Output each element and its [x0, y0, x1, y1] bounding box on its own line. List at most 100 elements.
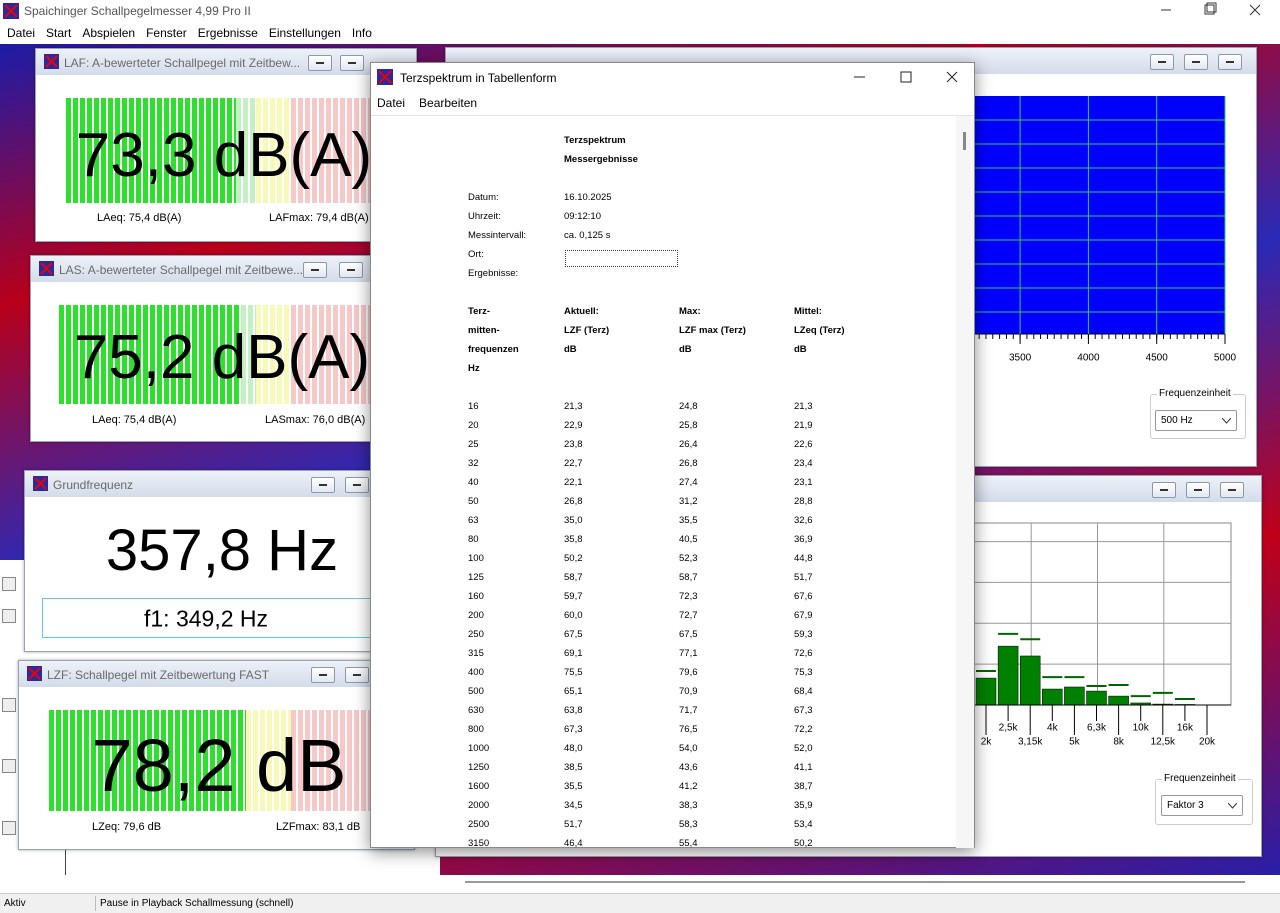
scroll-thumb[interactable] — [963, 132, 966, 150]
table-cell: 70,9 — [679, 686, 698, 697]
decoration — [900, 71, 912, 83]
x-tick-label: 6,3k — [1087, 723, 1107, 734]
table-cell: 23,1 — [794, 477, 813, 488]
table-cell: 71,7 — [679, 705, 698, 716]
scrollbar — [465, 881, 1245, 883]
table-cell: 72,7 — [679, 610, 698, 621]
minimize-button[interactable] — [1152, 482, 1176, 498]
column-header: LZF max (Terz) — [679, 325, 746, 336]
unit-value: Faktor 3 — [1167, 800, 1204, 811]
window-controls[interactable] — [1150, 0, 1280, 22]
x-tick-label: 4500 — [1146, 353, 1169, 364]
minimize-button[interactable] — [311, 477, 335, 493]
minimized-icon[interactable] — [2, 759, 16, 773]
menu-item[interactable]: Datei — [377, 96, 406, 110]
table-cell: 32 — [468, 458, 479, 469]
menu-item[interactable]: Start — [46, 26, 72, 40]
table-window: Terzspektrum in Tabellenform Datei Bearbe… — [370, 62, 975, 848]
info-value: ca. 0,125 s — [564, 230, 611, 241]
x-tick-label: 4000 — [1077, 353, 1100, 364]
menu-item[interactable]: Datei — [7, 26, 36, 40]
minimized-icon[interactable] — [2, 609, 16, 623]
level-bar — [59, 305, 371, 404]
window-title: Grundfrequenz — [53, 478, 134, 492]
minimize-button[interactable] — [311, 667, 335, 683]
menu-item[interactable]: Info — [351, 26, 372, 40]
table-cell: 38,3 — [679, 800, 698, 811]
window-icon — [44, 54, 59, 69]
table-cell: 22,6 — [794, 439, 813, 450]
table-cell: 22,1 — [564, 477, 583, 488]
table-cell: 25,8 — [679, 420, 698, 431]
decoration — [45, 55, 58, 68]
table-cell: 2500 — [468, 819, 490, 830]
window-icon — [39, 261, 54, 276]
maximize-button[interactable] — [340, 55, 364, 71]
minimize-button[interactable] — [308, 55, 332, 71]
pr — [291, 305, 371, 404]
meter-window: LAF: A-bewerteter Schallpegel mit Zeitbe… — [35, 48, 417, 242]
menu-item[interactable]: Einstellungen — [268, 26, 341, 40]
g — [49, 710, 246, 811]
combo-arrow — [1228, 803, 1237, 809]
table-cell: 26,8 — [679, 458, 698, 469]
decoration — [378, 70, 392, 84]
location-field[interactable] — [565, 250, 678, 267]
table-cell: 59,7 — [564, 591, 583, 602]
window-title: LAS: A-bewerteter Schallpegel mit Zeitbe… — [59, 263, 304, 277]
level-bar — [49, 710, 371, 811]
menu-item[interactable]: Fenster — [146, 26, 187, 40]
maximize-button[interactable] — [1184, 54, 1208, 70]
level-reading: 73,3 dB(A) — [75, 121, 373, 190]
menu-item[interactable]: Ergebnisse — [197, 26, 258, 40]
close-button[interactable] — [1218, 54, 1242, 70]
x-tick-label: 16k — [1177, 723, 1194, 734]
minimize-button[interactable] — [303, 262, 327, 278]
table-cell: 58,3 — [679, 819, 698, 830]
info-label: Ort: — [468, 249, 484, 260]
table-cell: 67,5 — [679, 629, 698, 640]
unit-combo[interactable]: 500 Hz — [1155, 410, 1237, 431]
maximize-button[interactable] — [1186, 482, 1210, 498]
minimized-icon[interactable] — [2, 698, 16, 712]
average-label: LAeq: 75,4 dB(A) — [97, 212, 182, 224]
menu-item[interactable]: Abspielen — [82, 26, 136, 40]
maximize-button[interactable] — [345, 667, 369, 683]
minimized-icon[interactable] — [2, 577, 16, 591]
window-controls[interactable] — [841, 63, 974, 91]
info-value: 09:12:10 — [564, 211, 601, 222]
level-reading: 75,2 dB(A) — [73, 323, 371, 392]
py — [256, 98, 291, 203]
unit-value: 500 Hz — [1161, 415, 1193, 426]
window-icon — [27, 666, 42, 681]
minimized-icon[interactable] — [2, 821, 16, 835]
bar — [1019, 655, 1041, 706]
close-button[interactable] — [1220, 482, 1244, 498]
menu-item[interactable]: Bearbeiten — [419, 96, 478, 110]
scrollbar[interactable] — [956, 116, 974, 848]
column-header: Mittel: — [794, 306, 822, 317]
table-cell: 125 — [468, 572, 484, 583]
minimize-button[interactable] — [1150, 54, 1174, 70]
unit-combo[interactable]: Faktor 3 — [1161, 795, 1243, 816]
table-cell: 67,3 — [794, 705, 813, 716]
table-cell: 72,2 — [794, 724, 813, 735]
table-cell: 36,9 — [794, 534, 813, 545]
maximize-button[interactable] — [339, 262, 363, 278]
py — [256, 305, 291, 404]
bar — [1064, 686, 1085, 706]
x-tick-label: 8k — [1113, 737, 1125, 748]
table-cell: 1600 — [468, 781, 490, 792]
table-cell: 43,6 — [679, 762, 698, 773]
x-tick-label: 10k — [1133, 723, 1150, 734]
decoration — [1228, 803, 1237, 809]
window-title: Terzspektrum in Tabellenform — [400, 71, 557, 85]
table-cell: 51,7 — [564, 819, 583, 830]
pg — [236, 98, 256, 203]
table-cell: 22,7 — [564, 458, 583, 469]
x-tick-label: 4k — [1047, 723, 1059, 734]
maximize-button[interactable] — [345, 477, 369, 493]
backdrop-line — [65, 848, 66, 878]
table-cell: 50 — [468, 496, 479, 507]
